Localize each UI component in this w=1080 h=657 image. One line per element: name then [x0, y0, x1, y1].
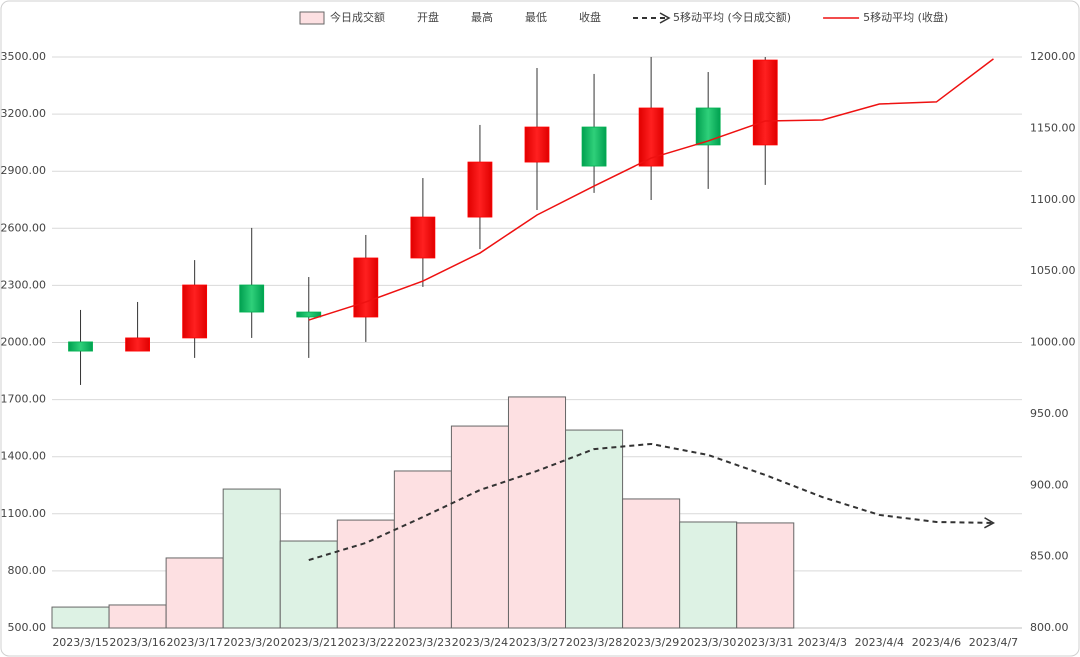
- volume-bar: [736, 522, 795, 629]
- y-tick-label: 1700.00: [1, 393, 47, 406]
- y2-tick-label: 850.00: [1030, 550, 1069, 563]
- legend: 今日成交额 开盘 最高 最低 收盘 5移动平均 (今日成交额) 5移动平均 (收盘): [299, 10, 948, 25]
- x-tick-label: 2023/3/29: [623, 636, 679, 649]
- volume-bar: [336, 519, 395, 629]
- volume-bar: [222, 488, 281, 629]
- x-tick-label: 2023/3/27: [509, 636, 565, 649]
- volume-bar: [108, 604, 167, 629]
- y2-tick-label: 1200.00: [1030, 50, 1076, 63]
- legend-label: 最高: [471, 10, 493, 24]
- volume-bar: [165, 557, 224, 629]
- y2-tick-label: 1050.00: [1030, 264, 1076, 277]
- y-tick-label: 2000.00: [1, 336, 47, 349]
- x-tick-label: 2023/3/23: [395, 636, 451, 649]
- x-tick-label: 2023/3/16: [109, 636, 165, 649]
- y-tick-label: 1100.00: [1, 507, 47, 520]
- volume-bar: [679, 521, 738, 629]
- y2-tick-label: 1100.00: [1030, 193, 1076, 206]
- y-tick-label: 1400.00: [1, 450, 47, 463]
- candle-body: [239, 284, 265, 313]
- x-tick-label: 2023/3/17: [166, 636, 222, 649]
- y-tick-label: 2300.00: [1, 278, 47, 291]
- candle-body: [467, 161, 493, 218]
- y2-tick-label: 950.00: [1030, 407, 1069, 420]
- volume-bar: [393, 470, 452, 629]
- candle-body: [353, 257, 379, 318]
- x-tick-label: 2023/3/21: [281, 636, 337, 649]
- candle-body: [695, 107, 721, 146]
- y-tick-label: 2900.00: [1, 164, 47, 177]
- x-tick-label: 2023/3/30: [680, 636, 736, 649]
- candle-body: [581, 126, 607, 167]
- x-tick-label: 2023/4/4: [855, 636, 904, 649]
- candle-body: [125, 337, 150, 352]
- x-tick-label: 2023/4/3: [798, 636, 847, 649]
- legend-label: 开盘: [417, 10, 439, 24]
- candle-body: [182, 284, 208, 339]
- y-tick-label: 800.00: [8, 564, 47, 577]
- candle-body: [752, 59, 778, 146]
- y2-tick-label: 1000.00: [1030, 336, 1076, 349]
- candle-body: [296, 311, 322, 318]
- x-tick-label: 2023/3/24: [452, 636, 508, 649]
- line-series: [308, 442, 996, 562]
- x-tick-label: 2023/3/28: [566, 636, 622, 649]
- x-tick-label: 2023/4/7: [969, 636, 1018, 649]
- y2-tick-label: 800.00: [1030, 621, 1069, 634]
- candle-body: [410, 216, 436, 259]
- x-tick-label: 2023/3/15: [52, 636, 108, 649]
- x-tick-label: 2023/3/20: [224, 636, 280, 649]
- x-tick-label: 2023/3/31: [737, 636, 793, 649]
- volume-bar: [450, 425, 509, 629]
- legend-label: 收盘: [579, 10, 601, 24]
- legend-label: 最低: [525, 11, 547, 24]
- y2-tick-label: 900.00: [1030, 478, 1069, 491]
- candle-body: [524, 126, 550, 163]
- legend-swatch: [299, 11, 325, 25]
- volume-bar: [507, 396, 567, 629]
- volume-bar: [51, 606, 110, 629]
- y2-tick-label: 1150.00: [1030, 121, 1076, 134]
- line-series: [308, 58, 994, 321]
- legend-label: 5移动平均 (今日成交额): [673, 10, 791, 24]
- candle-body: [68, 341, 93, 352]
- y-tick-label: 3500.00: [1, 50, 47, 63]
- x-tick-label: 2023/3/22: [338, 636, 394, 649]
- legend-label: 今日成交额: [330, 10, 385, 24]
- volume-bar: [565, 429, 624, 629]
- y-tick-label: 500.00: [8, 621, 47, 634]
- volume-bar: [622, 498, 681, 629]
- x-tick-label: 2023/4/6: [912, 636, 961, 649]
- y-tick-label: 3200.00: [1, 107, 47, 120]
- y-tick-label: 2600.00: [1, 221, 47, 234]
- legend-label: 5移动平均 (收盘): [863, 10, 948, 24]
